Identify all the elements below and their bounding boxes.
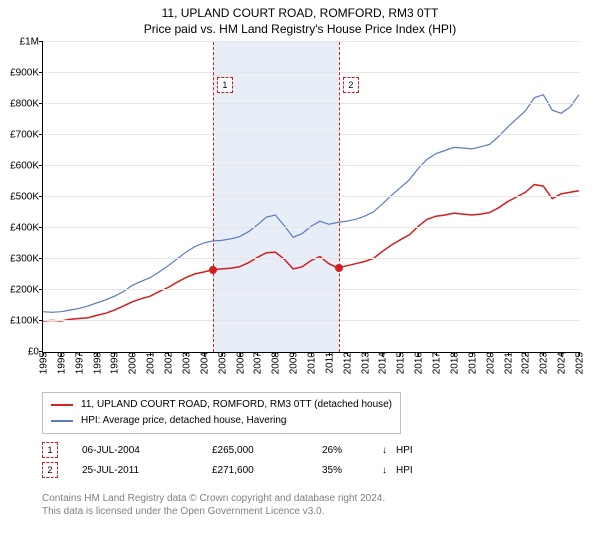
legend-swatch <box>51 420 73 422</box>
y-tick-label: £1M <box>20 37 43 48</box>
y-tick-mark <box>39 41 43 42</box>
x-tick-label: 2010 <box>305 352 318 374</box>
y-tick-mark <box>39 227 43 228</box>
x-tick-label: 2009 <box>287 352 300 374</box>
y-tick-mark <box>39 289 43 290</box>
x-tick-label: 2004 <box>197 352 210 374</box>
x-tick-label: 2018 <box>447 352 460 374</box>
y-tick-label: £400K <box>10 223 43 234</box>
down-arrow-icon: ↓ <box>382 445 396 456</box>
y-tick-mark <box>39 165 43 166</box>
x-tick-label: 2006 <box>233 352 246 374</box>
x-tick-label: 2008 <box>269 352 282 374</box>
sale-pct: 35% <box>322 465 382 476</box>
sale-marker-line <box>213 42 214 352</box>
x-tick-label: 2023 <box>537 352 550 374</box>
y-tick-label: £700K <box>10 130 43 141</box>
sale-marker-box: 2 <box>343 77 359 93</box>
sale-date: 25-JUL-2011 <box>82 465 212 476</box>
chart-title: 11, UPLAND COURT ROAD, ROMFORD, RM3 0TT <box>0 0 600 22</box>
sale-dot <box>335 264 343 272</box>
sale-dot <box>209 266 217 274</box>
sale-price: £265,000 <box>212 445 322 456</box>
sale-date: 06-JUL-2004 <box>82 445 212 456</box>
legend-label: 11, UPLAND COURT ROAD, ROMFORD, RM3 0TT … <box>81 397 392 413</box>
x-tick-label: 2007 <box>251 352 264 374</box>
y-tick-label: £900K <box>10 68 43 79</box>
x-tick-label: 2011 <box>322 352 335 374</box>
sale-row-marker: 1 <box>42 442 58 458</box>
y-tick-mark <box>39 72 43 73</box>
x-tick-label: 1999 <box>108 352 121 374</box>
x-tick-label: 2001 <box>144 352 157 374</box>
y-tick-label: £600K <box>10 161 43 172</box>
sale-row: 1 06-JUL-2004£265,00026%↓HPI <box>42 440 426 460</box>
sale-hpi-label: HPI <box>396 445 426 456</box>
sale-hpi-label: HPI <box>396 465 426 476</box>
x-tick-label: 2000 <box>126 352 139 374</box>
y-tick-mark <box>39 134 43 135</box>
y-tick-mark <box>39 103 43 104</box>
chart-plot-area: £0£100K£200K£300K£400K£500K£600K£700K£80… <box>42 42 579 353</box>
x-tick-label: 2013 <box>358 352 371 374</box>
y-tick-label: £100K <box>10 316 43 327</box>
x-tick-label: 2020 <box>483 352 496 374</box>
x-tick-label: 2017 <box>430 352 443 374</box>
y-tick-mark <box>39 196 43 197</box>
gridline <box>43 165 579 166</box>
legend-swatch <box>51 404 73 406</box>
x-tick-label: 2005 <box>215 352 228 374</box>
down-arrow-icon: ↓ <box>382 465 396 476</box>
y-tick-mark <box>39 258 43 259</box>
y-tick-label: £800K <box>10 99 43 110</box>
footer-line-1: Contains HM Land Registry data © Crown c… <box>42 492 385 505</box>
x-tick-label: 2022 <box>519 352 532 374</box>
sale-pct: 26% <box>322 445 382 456</box>
legend-item: HPI: Average price, detached house, Have… <box>51 413 392 429</box>
x-tick-label: 2002 <box>162 352 175 374</box>
x-tick-label: 2021 <box>501 352 514 374</box>
x-tick-label: 1997 <box>72 352 85 374</box>
x-tick-label: 2019 <box>465 352 478 374</box>
gridline <box>43 72 579 73</box>
legend-label: HPI: Average price, detached house, Have… <box>81 413 287 429</box>
series-hpi <box>43 95 579 313</box>
x-tick-label: 1996 <box>54 352 67 374</box>
sales-table: 1 06-JUL-2004£265,00026%↓HPI 2 25-JUL-2011£… <box>42 440 426 480</box>
x-tick-label: 2024 <box>555 352 568 374</box>
sale-price: £271,600 <box>212 465 322 476</box>
y-tick-label: £300K <box>10 254 43 265</box>
series-price_paid <box>43 185 579 321</box>
gridline <box>43 258 579 259</box>
attribution-footer: Contains HM Land Registry data © Crown c… <box>42 492 385 518</box>
y-tick-mark <box>39 320 43 321</box>
chart-subtitle: Price paid vs. HM Land Registry's House … <box>0 22 600 38</box>
legend-item: 11, UPLAND COURT ROAD, ROMFORD, RM3 0TT … <box>51 397 392 413</box>
legend: 11, UPLAND COURT ROAD, ROMFORD, RM3 0TT … <box>42 392 401 434</box>
x-tick-label: 2016 <box>412 352 425 374</box>
sale-marker-box: 1 <box>217 77 233 93</box>
x-tick-label: 2015 <box>394 352 407 374</box>
x-tick-label: 2014 <box>376 352 389 374</box>
footer-line-2: This data is licensed under the Open Gov… <box>42 505 385 518</box>
gridline <box>43 103 579 104</box>
gridline <box>43 196 579 197</box>
x-tick-label: 1995 <box>37 352 50 374</box>
chart-lines-svg <box>43 42 579 352</box>
sale-row: 2 25-JUL-2011£271,60035%↓HPI <box>42 460 426 480</box>
gridline <box>43 41 579 42</box>
gridline <box>43 134 579 135</box>
x-tick-label: 2012 <box>340 352 353 374</box>
x-tick-label: 2025 <box>573 352 586 374</box>
y-tick-label: £200K <box>10 285 43 296</box>
sale-marker-line <box>339 42 340 352</box>
y-tick-label: £500K <box>10 192 43 203</box>
x-tick-label: 1998 <box>90 352 103 374</box>
sale-row-marker: 2 <box>42 462 58 478</box>
gridline <box>43 289 579 290</box>
gridline <box>43 320 579 321</box>
gridline <box>43 227 579 228</box>
x-tick-label: 2003 <box>179 352 192 374</box>
